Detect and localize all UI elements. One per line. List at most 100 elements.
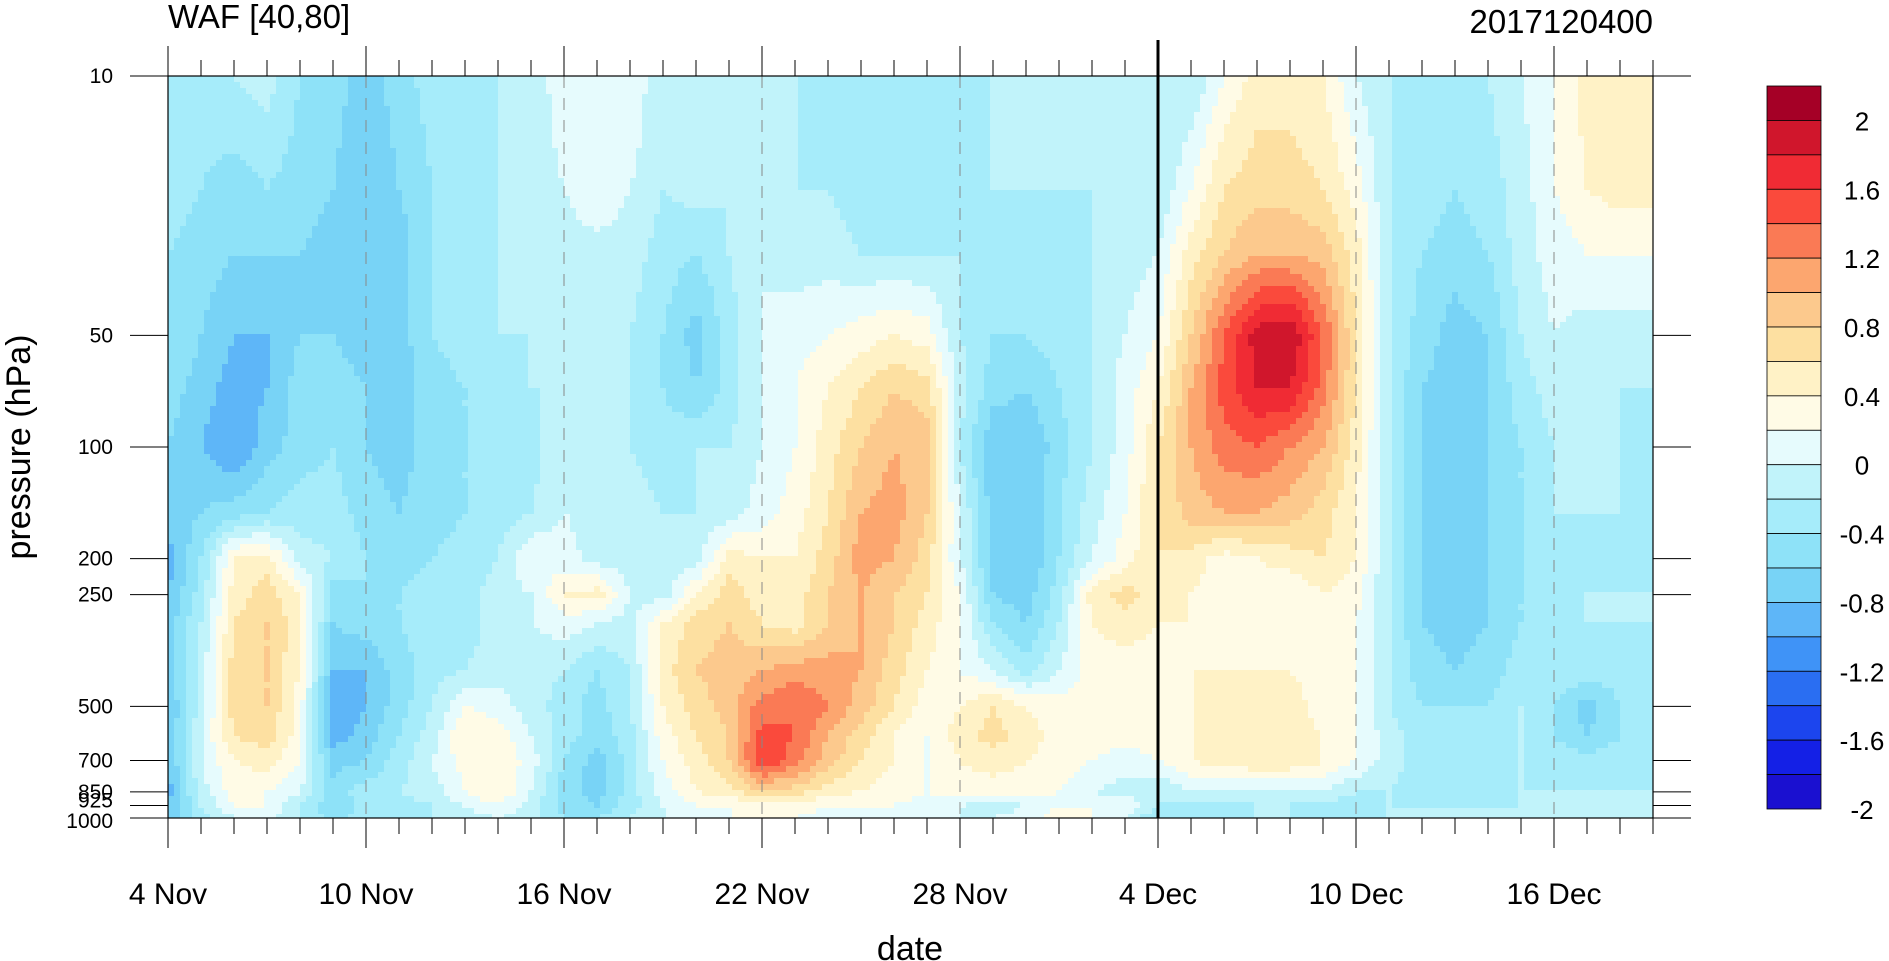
heat-cell [1170,76,1177,83]
heat-cell [660,112,667,119]
heat-cell [168,130,175,137]
heat-cell [1452,82,1459,89]
heat-cell [258,124,265,131]
heat-cell [1074,124,1081,131]
heat-cell [654,118,661,125]
heat-cell [552,142,559,149]
heat-cell [1068,94,1075,101]
heat-cell [1374,172,1381,179]
heat-cell [246,94,253,101]
heat-cell [1314,166,1321,173]
heat-cell [810,142,817,149]
heat-cell [1554,88,1561,95]
heat-cell [1338,106,1345,113]
heat-cell [204,178,211,185]
heat-cell [1392,130,1399,137]
heat-cell [1644,190,1651,197]
heat-cell [960,136,967,143]
heat-cell [1176,88,1183,95]
heat-cell [1062,184,1069,191]
heat-cell [1638,154,1645,161]
heat-cell [834,88,841,95]
heat-cell [498,184,505,191]
heat-cell [1230,136,1237,143]
heat-cell [378,82,385,89]
heat-cell [1536,82,1543,89]
heat-cell [1278,124,1285,131]
heat-cell [774,172,781,179]
heat-cell [1566,112,1573,119]
heat-cell [1566,76,1573,83]
heat-cell [420,88,427,95]
heat-cell [906,184,913,191]
heat-cell [1272,190,1279,197]
heat-cell [1464,118,1471,125]
heat-cell [462,190,469,197]
heat-cell [906,172,913,179]
heat-cell [210,172,217,179]
heat-cell [408,160,415,167]
heat-cell [1026,82,1033,89]
heat-cell [1056,82,1063,89]
heat-cell [924,112,931,119]
heat-cell [1098,94,1105,101]
heat-cell [312,148,319,155]
heat-cell [720,172,727,179]
heat-cell [1242,94,1249,101]
heat-cell [1080,76,1087,83]
heat-cell [288,172,295,179]
heat-cell [1080,154,1087,161]
heat-cell [642,154,649,161]
heat-cell [1512,130,1519,137]
heat-cell [672,148,679,155]
heat-cell [1452,190,1459,197]
heat-cell [1626,100,1633,107]
heat-cell [924,118,931,125]
heat-cell [576,118,583,125]
heat-cell [1062,100,1069,107]
heat-cell [618,160,625,167]
heat-cell [1572,76,1579,83]
heat-cell [1272,100,1279,107]
heat-cell [606,130,613,137]
heat-cell [828,178,835,185]
heat-cell [1614,118,1621,125]
heat-cell [1362,118,1369,125]
heat-cell [1596,106,1603,113]
heat-cell [1272,166,1279,173]
heat-cell [768,160,775,167]
heat-cell [966,172,973,179]
heat-cell [1566,130,1573,137]
heat-cell [1158,88,1165,95]
heat-cell [1644,154,1651,161]
heat-cell [1272,142,1279,149]
heat-cell [534,124,541,131]
heat-cell [1128,82,1135,89]
heat-cell [534,112,541,119]
heat-cell [312,166,319,173]
heat-cell [984,100,991,107]
heat-cell [192,76,199,83]
heat-cell [324,124,331,131]
heat-cell [1122,106,1129,113]
heat-cell [1086,154,1093,161]
heat-cell [1308,82,1315,89]
heat-cell [168,190,175,197]
heat-cell [402,136,409,143]
heat-cell [600,166,607,173]
heat-cell [1122,142,1129,149]
heat-cell [1524,154,1531,161]
heat-cell [1572,100,1579,107]
heat-cell [1134,184,1141,191]
heat-cell [1368,178,1375,185]
heat-cell [216,172,223,179]
heat-cell [1632,166,1639,173]
heat-cell [246,154,253,161]
heat-cell [504,148,511,155]
heat-cell [882,166,889,173]
heat-cell [666,148,673,155]
heat-cell [1062,190,1069,197]
heat-cell [810,106,817,113]
heat-cell [594,136,601,143]
heat-cell [690,112,697,119]
